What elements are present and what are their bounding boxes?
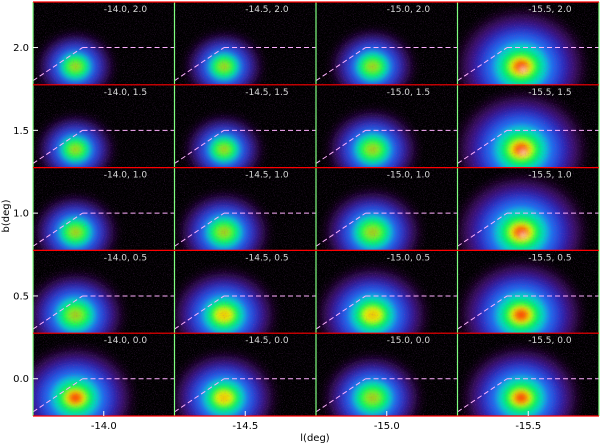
- guide-line-diagonal: [174, 47, 225, 82]
- guide-line-diagonal: [32, 378, 83, 413]
- guide-line-diagonal: [32, 129, 83, 164]
- panel-label: -15.5, 1.5: [528, 88, 571, 98]
- panel-label: -14.0, 1.0: [104, 171, 148, 181]
- guide-line-diagonal: [457, 212, 508, 247]
- panel-label: -14.0, 2.0: [104, 5, 148, 15]
- panel: -14.0, 2.0: [32, 2, 175, 85]
- panel: -15.0, 0.0: [315, 333, 458, 417]
- panel-label: -14.5, 1.0: [245, 171, 289, 181]
- panel-label: -14.0, 0.0: [104, 336, 148, 346]
- intensity-map: [33, 2, 175, 85]
- x-tick-label: -14.0: [91, 421, 117, 432]
- y-axis-label: b(deg): [1, 199, 12, 232]
- panel: -15.5, 1.0: [457, 167, 599, 251]
- intensity-map: [174, 84, 316, 168]
- guide-line-diagonal: [32, 47, 83, 82]
- intensity-map: [174, 167, 316, 251]
- panel: -15.5, 1.5: [457, 84, 599, 168]
- panel-label: -14.5, 2.0: [245, 5, 289, 15]
- y-tick-label: 1.5: [13, 126, 29, 137]
- guide-line-diagonal: [315, 212, 366, 247]
- intensity-map: [457, 2, 599, 85]
- panel-label: -14.5, 0.0: [245, 336, 289, 346]
- guide-line-diagonal: [457, 129, 508, 164]
- intensity-map: [316, 250, 458, 334]
- y-tick-label: 0.0: [13, 374, 29, 385]
- panel: -15.5, 0.5: [457, 250, 599, 334]
- panel-label: -15.5, 0.5: [528, 253, 571, 263]
- intensity-map: [457, 250, 599, 334]
- panel-grid: -14.0, 2.0 -14.5, 2.0 -15.0, 2.0 -15.5, 2.0…: [32, 2, 599, 417]
- x-axis-label: l(deg): [300, 433, 330, 444]
- panel: -15.0, 0.5: [315, 250, 458, 334]
- y-axis-ticks: 2.0 1.5 1.0 0.5 0.0: [13, 43, 38, 385]
- guide-line-diagonal: [457, 378, 508, 413]
- intensity-map: [457, 84, 599, 168]
- intensity-map: [174, 2, 316, 85]
- panel: -15.0, 2.0: [315, 2, 458, 85]
- guide-line-diagonal: [174, 129, 225, 164]
- panel: -15.5, 0.0: [457, 333, 599, 417]
- intensity-map: [316, 2, 458, 85]
- intensity-map: [174, 250, 316, 334]
- panel-label: -15.5, 0.0: [528, 336, 572, 346]
- panel: -14.0, 1.5: [32, 84, 175, 168]
- panel: -15.5, 2.0: [457, 2, 599, 85]
- panel: -15.0, 1.0: [315, 167, 458, 251]
- guide-line-diagonal: [32, 295, 83, 330]
- intensity-map: [33, 250, 175, 334]
- panel: -14.5, 1.5: [174, 84, 316, 168]
- guide-line-diagonal: [315, 295, 366, 330]
- guide-line-diagonal: [457, 47, 508, 82]
- x-tick-label: -15.5: [515, 421, 541, 432]
- intensity-map: [33, 84, 175, 168]
- panel: -14.5, 0.5: [174, 250, 316, 334]
- y-tick-label: 2.0: [13, 43, 29, 54]
- panel-frame-lines: [32, 1, 600, 417]
- panel-label: -15.0, 1.5: [387, 88, 430, 98]
- panel-label: -15.0, 0.0: [387, 336, 431, 346]
- intensity-map: [457, 167, 599, 251]
- y-tick-label: 1.0: [13, 209, 29, 220]
- panel-label: -14.5, 1.5: [245, 88, 288, 98]
- panel: -15.0, 1.5: [315, 84, 458, 168]
- panel: -14.5, 0.0: [174, 333, 316, 417]
- panel-label: -15.5, 2.0: [528, 5, 572, 15]
- panel-label: -15.0, 0.5: [387, 253, 430, 263]
- panel: -14.5, 2.0: [174, 2, 316, 85]
- guide-line-diagonal: [457, 295, 508, 330]
- panel: -14.5, 1.0: [174, 167, 316, 251]
- panel-label: -14.0, 0.5: [104, 253, 147, 263]
- x-tick-label: -15.0: [374, 421, 400, 432]
- panel-label: -15.0, 2.0: [387, 5, 431, 15]
- intensity-map: [174, 333, 316, 417]
- y-tick-label: 0.5: [13, 291, 29, 302]
- panel: -14.0, 1.0: [32, 167, 175, 251]
- guide-line-diagonal: [315, 129, 366, 164]
- intensity-map: [457, 333, 599, 417]
- panel-label: -15.5, 1.0: [528, 171, 572, 181]
- guide-line-diagonal: [174, 212, 225, 247]
- guide-line-diagonal: [32, 212, 83, 247]
- x-axis-ticks: -14.0 -14.5 -15.0 -15.5: [91, 411, 541, 432]
- panel-label: -15.0, 1.0: [387, 171, 431, 181]
- panel: -14.0, 0.5: [32, 250, 175, 334]
- guide-line-diagonal: [315, 47, 366, 82]
- x-tick-label: -14.5: [232, 421, 258, 432]
- panel-label: -14.0, 1.5: [104, 88, 147, 98]
- intensity-map: [33, 167, 175, 251]
- guide-line-diagonal: [174, 295, 225, 330]
- panel: -14.0, 0.0: [32, 333, 175, 417]
- guide-line-diagonal: [315, 378, 366, 413]
- intensity-map: [316, 84, 458, 168]
- intensity-map: [33, 333, 175, 417]
- panel-label: -14.5, 0.5: [245, 253, 288, 263]
- guide-line-diagonal: [174, 378, 225, 413]
